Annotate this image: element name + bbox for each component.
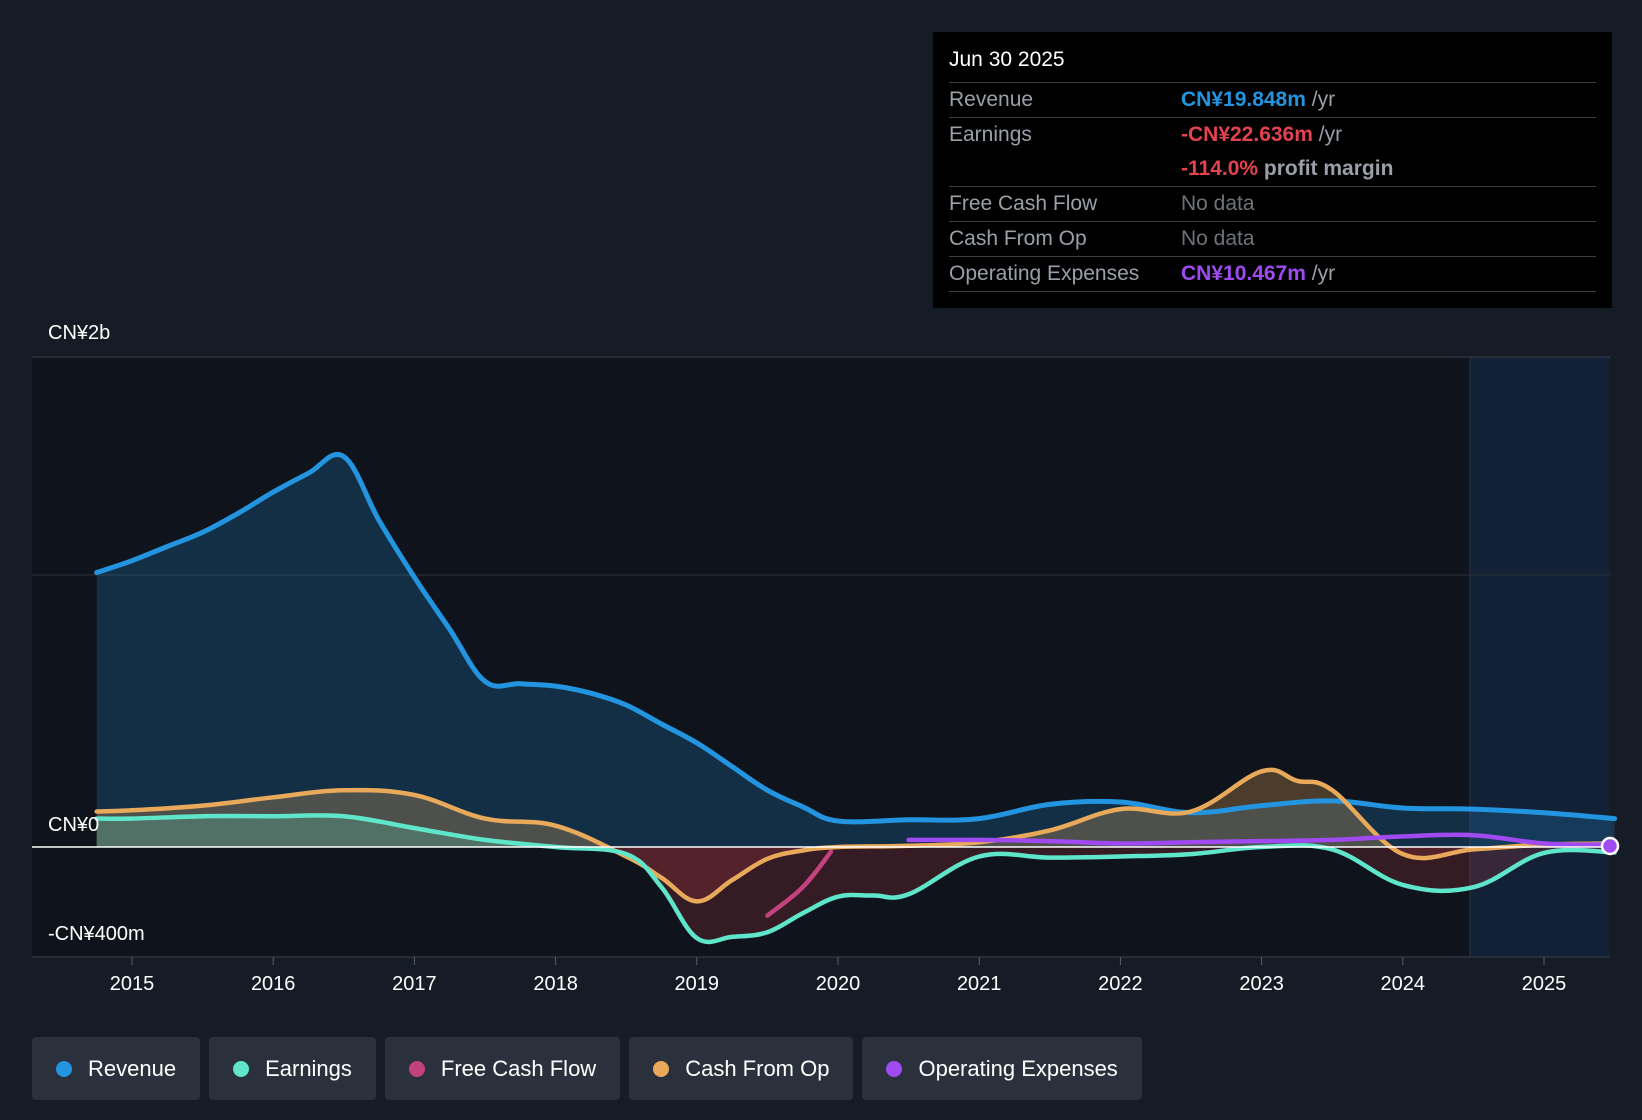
tooltip-row-revenue: Revenue CN¥19.848m /yr	[949, 83, 1596, 118]
opex-suffix: /yr	[1305, 262, 1336, 285]
tooltip-label: Revenue	[949, 88, 1034, 111]
fcf-dot-icon	[408, 1060, 425, 1077]
x-tick-label: 2016	[251, 973, 296, 995]
revenue-suffix: /yr	[1305, 88, 1336, 111]
x-tick-label: 2023	[1239, 973, 1284, 995]
y-label-zero: CN¥0	[48, 814, 99, 836]
legend-item-free-cash-flow[interactable]: Free Cash Flow	[384, 1037, 621, 1100]
x-tick-label: 2021	[957, 973, 1002, 995]
cfo-dot-icon	[653, 1060, 670, 1077]
tooltip-value: -114.0% profit margin	[1181, 157, 1393, 181]
tooltip-row-opex: Operating Expenses CN¥10.467m /yr	[949, 257, 1596, 292]
opex-line	[906, 832, 1617, 847]
revenue-dot-icon	[56, 1060, 72, 1077]
legend: Revenue Earnings Free Cash Flow Cash Fro…	[32, 1037, 1142, 1100]
cfo-value: No data	[1181, 227, 1255, 250]
tooltip-row-fcf: Free Cash Flow No data	[949, 187, 1596, 222]
fcf-line	[765, 849, 834, 918]
tooltip-label: Operating Expenses	[949, 262, 1140, 285]
earnings-line	[94, 813, 1617, 945]
tooltip-value: -CN¥22.636m /yr	[1181, 123, 1342, 147]
x-tick-label: 2022	[1098, 973, 1143, 995]
y-label-bottom: -CN¥400m	[48, 923, 145, 945]
margin-value: -114.0%	[1181, 157, 1259, 180]
tooltip-row-earnings: Earnings -CN¥22.636m /yr	[949, 118, 1596, 152]
revenue-value: CN¥19.848m	[1181, 88, 1306, 111]
forecast-shade	[1470, 357, 1610, 957]
tooltip-value: CN¥10.467m /yr	[1181, 262, 1335, 286]
tooltip-label: Earnings	[949, 123, 1032, 146]
cfo-line	[94, 767, 1617, 904]
opex-value: CN¥10.467m	[1181, 262, 1306, 285]
revenue-area-positive	[96, 454, 1615, 847]
x-tick-label: 2015	[110, 973, 155, 995]
legend-label: Free Cash Flow	[440, 1055, 597, 1081]
x-tick-label: 2020	[816, 973, 861, 995]
earnings-value: -CN¥22.636m	[1181, 123, 1313, 146]
legend-item-cash-from-op[interactable]: Cash From Op	[629, 1037, 854, 1100]
revenue-line	[94, 452, 1618, 825]
tooltip-date: Jun 30 2025	[949, 46, 1596, 83]
margin-suffix: profit margin	[1258, 157, 1394, 180]
legend-item-earnings[interactable]: Earnings	[209, 1037, 376, 1100]
legend-label: Revenue	[88, 1055, 177, 1081]
x-tick-label: 2019	[675, 973, 720, 995]
tooltip-label: Free Cash Flow	[949, 192, 1098, 215]
legend-label: Earnings	[265, 1055, 352, 1081]
tooltip-row-margin: -114.0% profit margin	[949, 152, 1596, 187]
y-label-top: CN¥2b	[48, 322, 110, 344]
x-ticks: 2015 2016 2017 2018 2019 2020 2021 2022 2023 2024…	[110, 957, 1567, 995]
legend-item-operating-expenses[interactable]: Operating Expenses	[862, 1037, 1142, 1100]
x-tick-label: 2017	[392, 973, 437, 995]
legend-label: Cash From Op	[685, 1055, 830, 1081]
legend-label: Operating Expenses	[918, 1055, 1118, 1081]
x-tick-label: 2025	[1522, 973, 1567, 995]
tooltip-value: CN¥19.848m /yr	[1181, 88, 1335, 112]
x-tick-label: 2024	[1381, 973, 1426, 995]
earnings-dot-icon	[233, 1060, 250, 1077]
opex-dot-icon	[886, 1060, 903, 1077]
cfo-area-positive	[96, 769, 1615, 847]
fcf-value: No data	[1181, 192, 1255, 215]
x-tick-label: 2018	[533, 973, 578, 995]
end-marker	[1600, 836, 1620, 856]
tooltip-row-cfo: Cash From Op No data	[949, 222, 1596, 257]
tooltip-label: Cash From Op	[949, 227, 1087, 250]
tooltip: Jun 30 2025 Revenue CN¥19.848m /yr Earni…	[933, 32, 1612, 308]
earnings-suffix: /yr	[1312, 123, 1343, 146]
series-lines	[94, 452, 1618, 945]
legend-item-revenue[interactable]: Revenue	[32, 1037, 201, 1100]
